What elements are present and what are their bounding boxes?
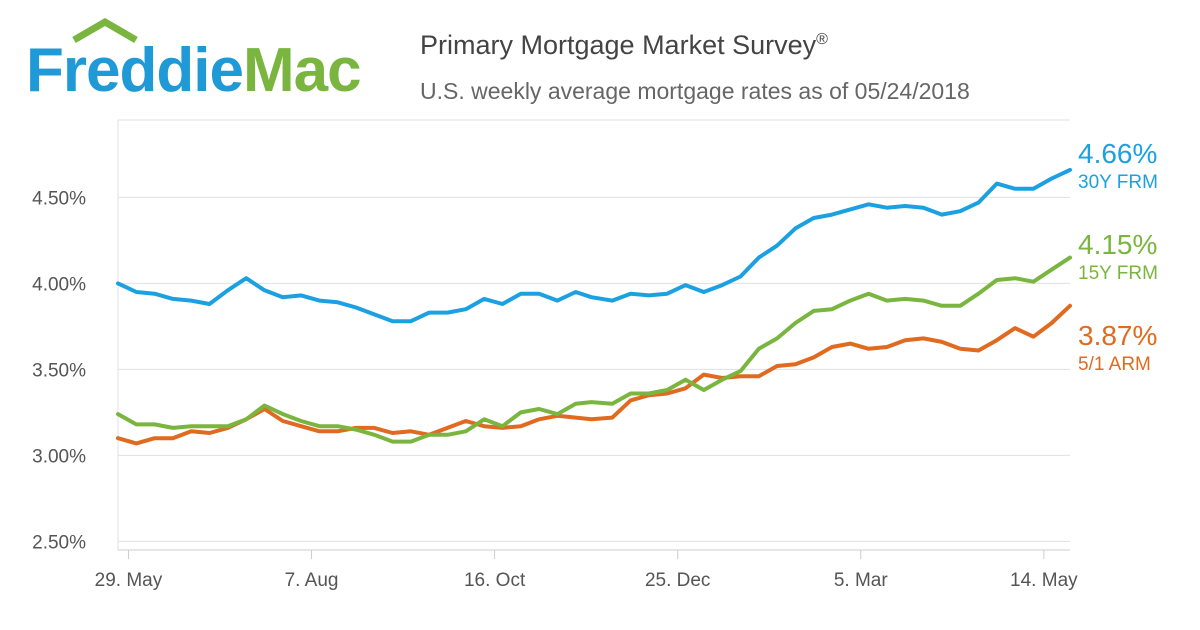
end-name-15y: 15Y FRM	[1078, 263, 1158, 284]
chart-title: Primary Mortgage Market Survey®	[420, 30, 828, 61]
x-tick-label: 16. Oct	[464, 570, 526, 591]
logo-word-freddie: Freddie	[26, 36, 244, 105]
x-tick-label: 25. Dec	[645, 570, 710, 591]
freddie-mac-logo: FreddieMac	[26, 18, 386, 108]
end-value-15y: 4.15%	[1078, 229, 1158, 260]
end-label-arm: 3.87% 5/1 ARM	[1078, 320, 1158, 375]
end-value-30y: 4.66%	[1078, 138, 1158, 169]
y-tick-label: 3.50%	[32, 360, 86, 381]
x-tick-label: 7. Aug	[285, 570, 339, 591]
chart-title-text: Primary Mortgage Market Survey	[420, 30, 817, 60]
logo-word-mac: Mac	[242, 36, 362, 105]
end-value-arm: 3.87%	[1078, 320, 1158, 351]
logo-wordmark: FreddieMac	[26, 40, 362, 102]
y-tick-label: 4.00%	[32, 274, 86, 295]
registered-mark: ®	[816, 31, 828, 48]
x-tick-label: 29. May	[95, 570, 163, 591]
chart-subtitle: U.S. weekly average mortgage rates as of…	[420, 78, 970, 104]
x-tick-label: 5. Mar	[834, 570, 889, 591]
y-tick-label: 4.50%	[32, 188, 86, 209]
end-name-30y: 30Y FRM	[1078, 172, 1158, 193]
y-tick-label: 3.00%	[32, 446, 86, 467]
end-label-30y: 4.66% 30Y FRM	[1078, 138, 1158, 193]
x-tick-label: 14. May	[1010, 570, 1078, 591]
y-tick-label: 2.50%	[32, 532, 86, 553]
series-line-5-1-arm	[116, 303, 1072, 446]
house-roof-icon	[72, 18, 138, 44]
end-name-arm: 5/1 ARM	[1078, 354, 1151, 375]
end-label-15y: 4.15% 15Y FRM	[1078, 229, 1158, 284]
series-line-30y-frm	[116, 167, 1072, 324]
series-line-15y-frm	[116, 255, 1072, 444]
